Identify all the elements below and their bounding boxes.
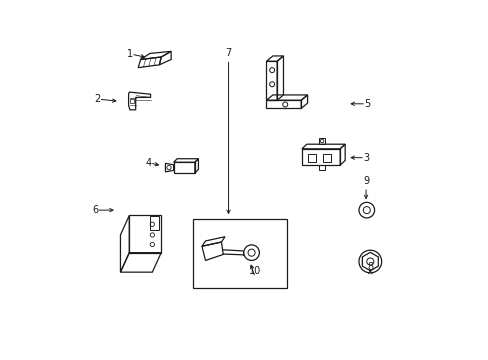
Text: 6: 6	[92, 205, 98, 215]
Text: 1: 1	[126, 49, 133, 59]
Bar	[318, 165, 325, 170]
Bar	[318, 138, 325, 144]
Text: 5: 5	[364, 99, 370, 109]
Text: 10: 10	[248, 266, 261, 276]
Bar	[193, 219, 286, 288]
Bar	[307, 154, 315, 162]
Bar	[149, 216, 159, 230]
Text: 4: 4	[145, 158, 151, 168]
Bar	[323, 154, 330, 162]
Text: 2: 2	[94, 94, 100, 104]
Text: 7: 7	[225, 48, 231, 58]
Text: 3: 3	[363, 153, 368, 163]
Text: 9: 9	[362, 176, 368, 186]
Bar	[130, 99, 134, 103]
Text: 8: 8	[366, 262, 373, 272]
